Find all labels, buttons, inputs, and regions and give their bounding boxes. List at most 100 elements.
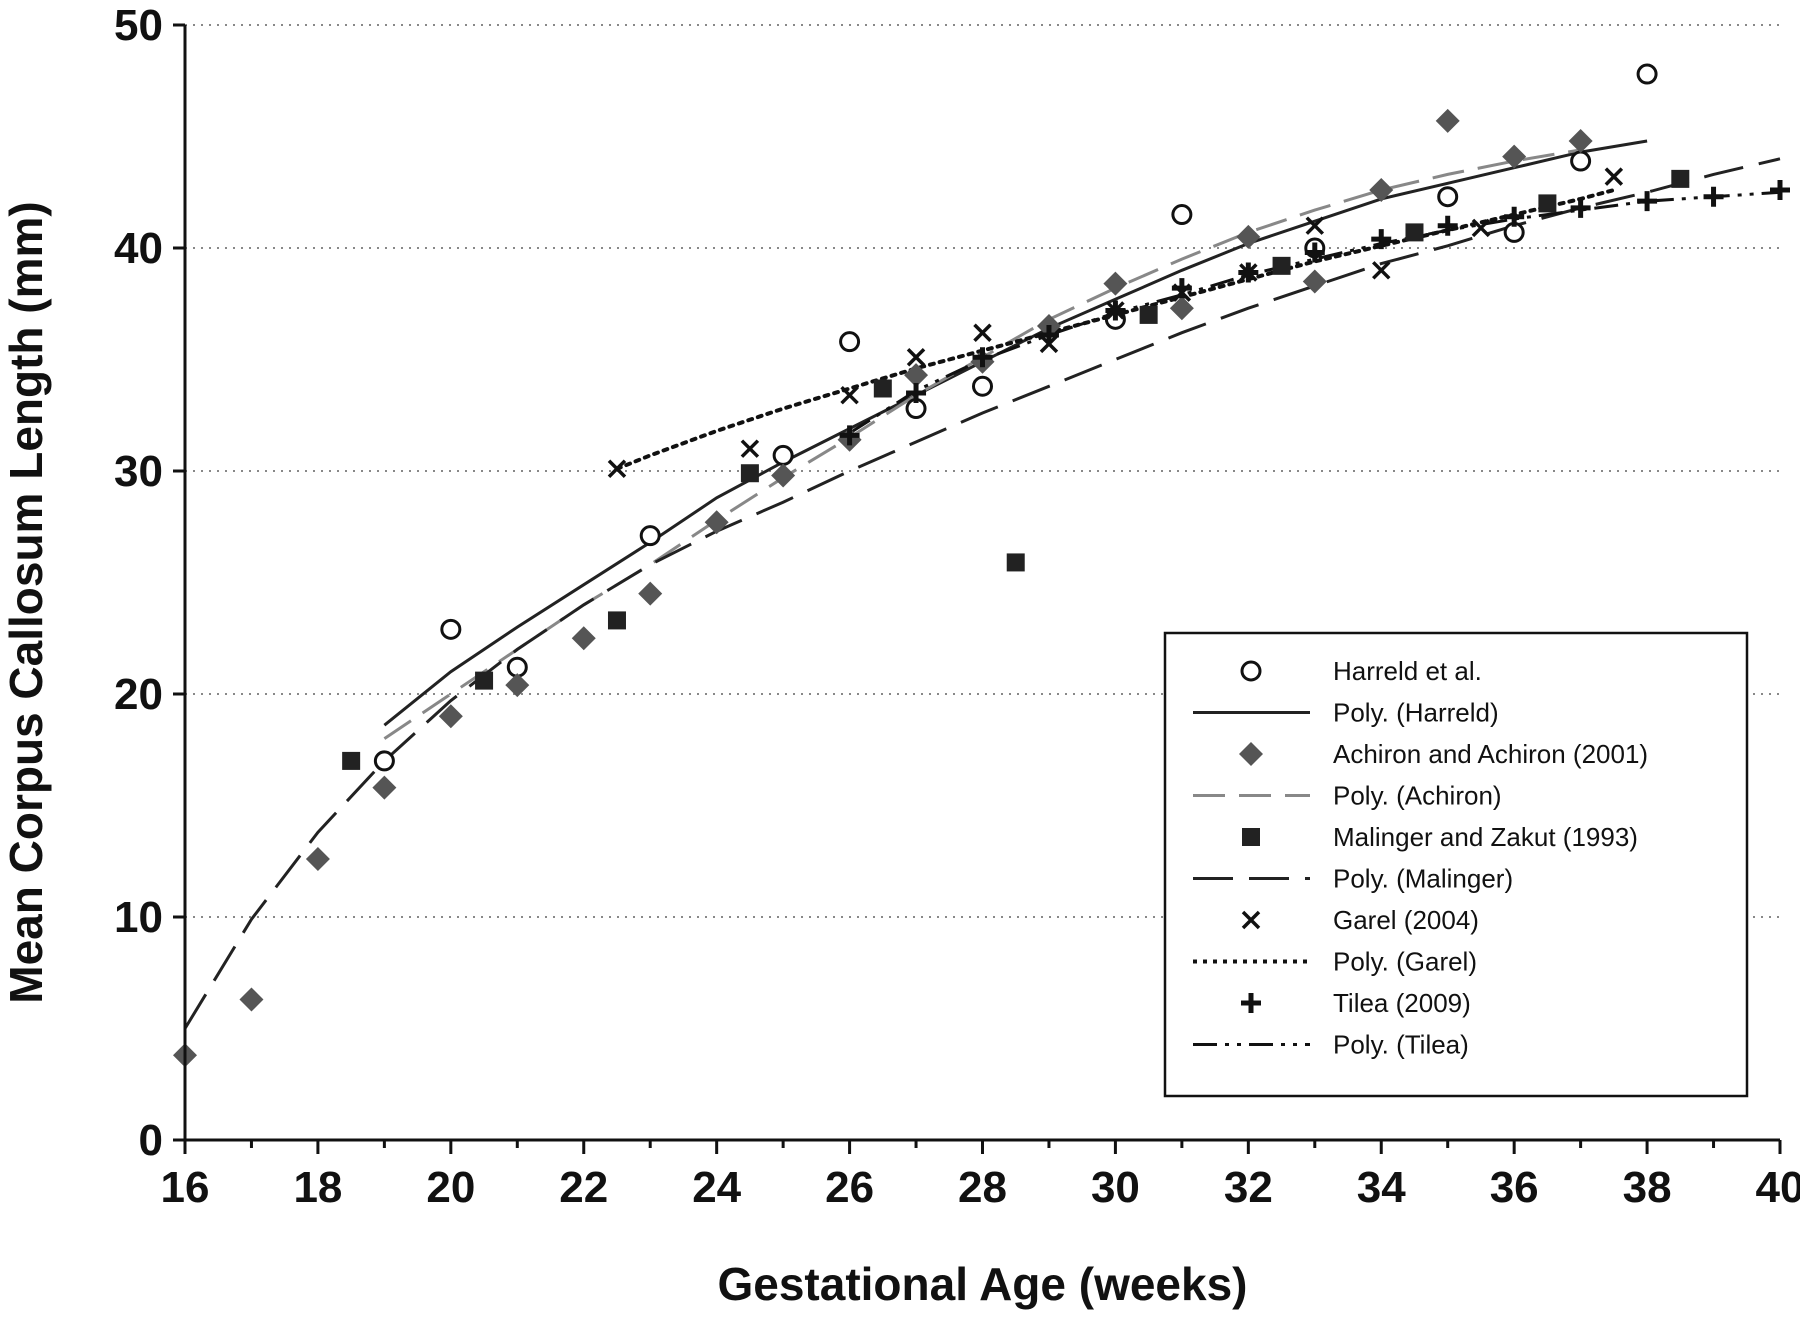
legend-label-poly-tilea: Poly. (Tilea): [1333, 1030, 1469, 1060]
point-harreld-et-al-11: [1437, 186, 1459, 208]
point-malinger-and-zakut-1993-9: [1538, 194, 1557, 213]
x-tick-label-18: 18: [293, 1163, 342, 1212]
x-tick-label-30: 30: [1091, 1163, 1140, 1212]
x-tick-label-20: 20: [426, 1163, 475, 1212]
point-tilea-2009-9: [1437, 215, 1458, 236]
x-tick-label-28: 28: [958, 1163, 1007, 1212]
legend-label-poly-achiron: Poly. (Achiron): [1333, 781, 1502, 811]
point-achiron-and-achiron-2001-16: [1236, 224, 1261, 249]
point-achiron-and-achiron-2001-17: [1302, 269, 1327, 294]
point-achiron-and-achiron-2001-21: [1568, 128, 1593, 153]
point-harreld-et-al-9: [1171, 204, 1193, 226]
series-tilea-2009: [839, 180, 1790, 446]
legend-label-achiron-and-achiron-2001: Achiron and Achiron (2001): [1333, 739, 1648, 769]
y-tick-label-40: 40: [114, 224, 163, 273]
point-garel-2004-3: [906, 348, 926, 367]
point-tilea-2009-3: [1038, 324, 1059, 345]
legend: Harreld et al. Poly. (Harreld) Achiron and…: [1163, 631, 1749, 1098]
legend-label-poly-malinger: Poly. (Malinger): [1333, 864, 1513, 894]
legend-marker-malinger-and-zakut-1993: [1242, 828, 1260, 846]
x-tick-label-32: 32: [1224, 1163, 1273, 1212]
point-malinger-and-zakut-1993-0: [342, 751, 361, 770]
point-achiron-and-achiron-2001-9: [771, 463, 796, 488]
x-axis-title: Gestational Age (weeks): [717, 1258, 1247, 1310]
point-achiron-and-achiron-2001-8: [704, 510, 729, 535]
point-malinger-and-zakut-1993-10: [1671, 169, 1690, 188]
point-achiron-and-achiron-2001-20: [1502, 144, 1527, 169]
point-garel-2004-4: [973, 323, 992, 342]
point-malinger-and-zakut-1993-5: [1006, 553, 1025, 572]
y-tick-label-30: 30: [114, 447, 163, 496]
point-malinger-and-zakut-1993-4: [873, 379, 892, 398]
point-achiron-and-achiron-2001-1: [239, 987, 264, 1012]
point-tilea-2009-5: [1171, 278, 1192, 299]
legend-marker-harreld-et-al: [1240, 660, 1262, 682]
point-tilea-2009-14: [1770, 180, 1790, 201]
point-harreld-et-al-7: [972, 375, 993, 397]
series-harreld-et-al: [373, 63, 1658, 772]
point-malinger-and-zakut-1993-1: [475, 671, 494, 690]
point-tilea-2009-13: [1703, 186, 1724, 207]
point-malinger-and-zakut-1993-2: [607, 611, 626, 630]
x-tick-label-38: 38: [1623, 1163, 1672, 1212]
y-tick-label-0: 0: [139, 1116, 163, 1165]
legend-marker-achiron-and-achiron-2001: [1239, 742, 1263, 766]
legend-label-malinger-and-zakut-1993: Malinger and Zakut (1993): [1333, 822, 1638, 852]
series-line-poly-harreld: [383, 139, 1648, 727]
point-harreld-et-al-3: [639, 525, 661, 547]
series-line-poly-tilea: [848, 190, 1781, 435]
legend-label-poly-harreld: Poly. (Harreld): [1333, 698, 1499, 728]
legend-label-poly-garel: Poly. (Garel): [1333, 947, 1477, 977]
legend-marker-garel-2004: [1241, 910, 1261, 930]
x-tick-label-22: 22: [559, 1163, 608, 1212]
point-achiron-and-achiron-2001-6: [571, 626, 596, 651]
point-harreld-et-al-0: [373, 750, 395, 772]
x-tick-label-24: 24: [692, 1163, 741, 1212]
point-tilea-2009-4: [1105, 300, 1126, 321]
point-harreld-et-al-1: [440, 618, 462, 640]
x-tick-label-36: 36: [1490, 1163, 1539, 1212]
point-harreld-et-al-14: [1636, 63, 1658, 85]
point-achiron-and-achiron-2001-4: [438, 704, 463, 729]
point-garel-2004-12: [1604, 167, 1624, 186]
plot-area: [173, 63, 1790, 1068]
point-tilea-2009-11: [1570, 197, 1591, 218]
x-tick-label-16: 16: [161, 1163, 210, 1212]
point-achiron-and-achiron-2001-7: [638, 581, 663, 606]
point-malinger-and-zakut-1993-7: [1272, 256, 1291, 275]
point-garel-2004-0: [607, 459, 627, 479]
point-tilea-2009-2: [972, 347, 993, 368]
point-harreld-et-al-5: [839, 331, 861, 353]
point-garel-2004-10: [1372, 261, 1391, 280]
point-malinger-and-zakut-1993-3: [740, 464, 759, 483]
point-achiron-and-achiron-2001-14: [1103, 271, 1128, 296]
point-garel-2004-2: [840, 385, 859, 405]
point-garel-2004-1: [740, 439, 760, 458]
point-malinger-and-zakut-1993-6: [1139, 305, 1158, 324]
point-tilea-2009-12: [1637, 191, 1658, 212]
point-harreld-et-al-13: [1570, 150, 1592, 172]
point-tilea-2009-7: [1304, 242, 1325, 263]
point-garel-2004-9: [1305, 216, 1325, 235]
point-tilea-2009-1: [906, 382, 927, 403]
point-achiron-and-achiron-2001-18: [1369, 178, 1394, 203]
y-axis-title: Mean Corpus Callosum Length (mm): [0, 201, 52, 1003]
point-tilea-2009-0: [839, 425, 860, 446]
point-achiron-and-achiron-2001-3: [372, 775, 397, 800]
point-malinger-and-zakut-1993-8: [1405, 223, 1424, 242]
point-harreld-et-al-4: [772, 444, 794, 466]
legend-label-garel-2004: Garel (2004): [1333, 905, 1479, 935]
legend-box: [1163, 631, 1749, 1098]
point-tilea-2009-6: [1238, 262, 1259, 283]
point-garel-2004-11: [1471, 218, 1491, 238]
legend-label-harreld-et-al: Harreld et al.: [1333, 656, 1482, 686]
point-achiron-and-achiron-2001-11: [904, 363, 929, 388]
point-achiron-and-achiron-2001-19: [1435, 108, 1460, 133]
legend-marker-tilea-2009: [1241, 993, 1261, 1013]
point-achiron-and-achiron-2001-2: [305, 847, 330, 872]
series-malinger-and-zakut-1993: [342, 169, 1690, 770]
y-tick-label-20: 20: [114, 670, 163, 719]
y-tick-label-10: 10: [114, 893, 163, 942]
